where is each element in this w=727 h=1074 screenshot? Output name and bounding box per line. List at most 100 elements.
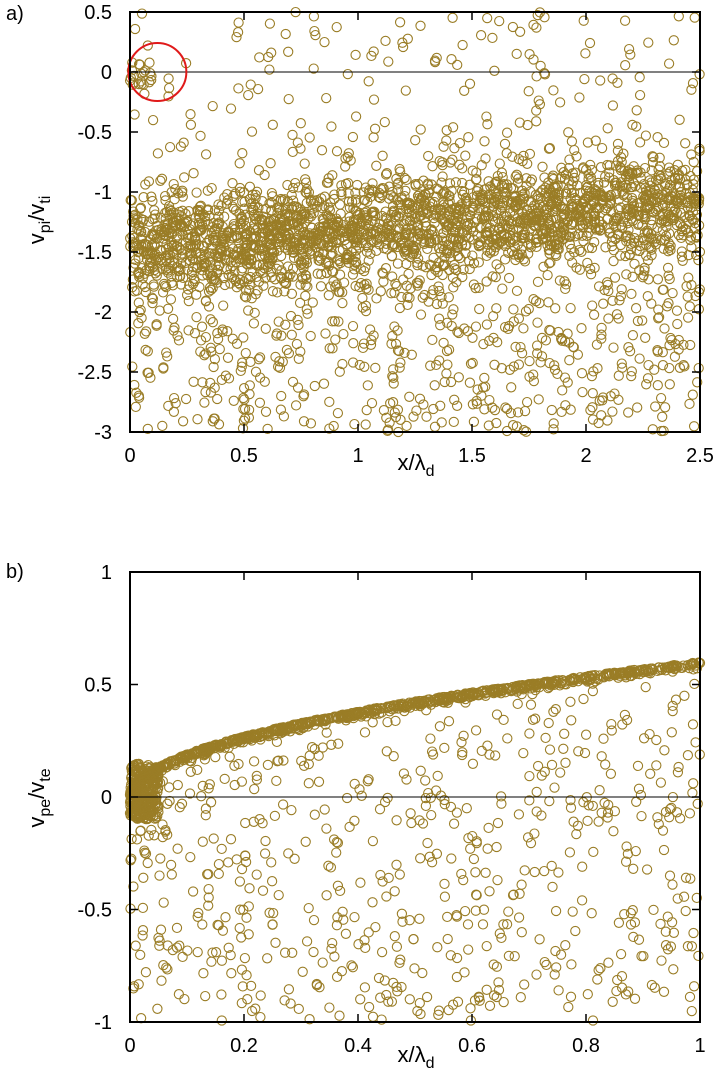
data-point — [482, 843, 493, 854]
data-point — [126, 779, 137, 790]
data-point — [293, 224, 305, 235]
data-point — [464, 232, 475, 243]
data-point — [377, 150, 388, 161]
data-point — [581, 202, 592, 213]
data-point — [545, 325, 556, 336]
data-point — [417, 229, 428, 240]
data-point — [559, 728, 570, 739]
data-point — [173, 989, 185, 1000]
data-point — [678, 891, 690, 902]
data-point — [438, 141, 449, 152]
data-point — [360, 182, 371, 193]
data-point — [686, 1005, 697, 1017]
data-point — [251, 186, 263, 197]
data-point — [503, 906, 514, 917]
data-point — [442, 933, 453, 945]
data-point — [214, 244, 225, 255]
data-point — [349, 418, 360, 430]
data-point — [579, 747, 591, 759]
data-point — [343, 148, 354, 159]
data-point — [223, 942, 234, 953]
data-point — [492, 170, 503, 182]
data-point — [228, 218, 239, 230]
data-point — [452, 996, 464, 1007]
data-point — [518, 191, 529, 202]
data-point — [133, 318, 144, 329]
data-point — [290, 400, 302, 411]
data-point — [571, 151, 582, 162]
data-point — [205, 284, 217, 296]
data-point — [609, 669, 620, 681]
data-point — [540, 732, 551, 744]
data-point — [478, 904, 490, 915]
data-point — [323, 177, 334, 188]
data-point — [480, 153, 491, 164]
data-point — [413, 278, 424, 289]
data-point — [243, 305, 254, 316]
data-point — [664, 273, 675, 285]
data-point — [389, 407, 400, 418]
data-point — [347, 357, 359, 368]
data-point — [399, 190, 410, 202]
data-point — [501, 919, 513, 930]
data-point — [459, 905, 471, 917]
data-point — [616, 284, 627, 295]
data-point — [248, 816, 259, 827]
data-point — [312, 195, 323, 206]
data-point — [495, 791, 507, 802]
data-point — [641, 379, 652, 390]
data-point — [559, 276, 570, 287]
data-point — [216, 955, 228, 966]
data-point — [229, 779, 240, 791]
data-point — [508, 304, 519, 315]
data-point — [303, 778, 314, 789]
data-point — [626, 288, 637, 300]
data-point — [421, 411, 432, 422]
data-point — [543, 717, 554, 729]
data-point — [165, 294, 177, 305]
data-point — [268, 213, 280, 225]
data-point — [684, 662, 695, 674]
data-point — [623, 43, 635, 55]
data-point — [684, 991, 696, 1003]
data-point — [295, 118, 306, 129]
data-point — [203, 868, 214, 880]
data-point — [324, 205, 336, 216]
data-point — [593, 417, 604, 429]
data-point — [667, 700, 678, 712]
data-point — [162, 798, 173, 809]
data-point — [380, 169, 392, 180]
data-point — [450, 177, 462, 188]
data-point — [363, 1001, 375, 1013]
data-point — [154, 870, 165, 881]
data-point — [146, 799, 157, 810]
data-point — [219, 279, 231, 291]
data-point — [402, 33, 413, 44]
data-point — [498, 178, 510, 190]
data-point — [585, 190, 596, 201]
data-point — [525, 699, 537, 710]
data-point — [128, 983, 139, 994]
data-point — [544, 744, 556, 755]
data-point — [665, 240, 676, 251]
data-point — [138, 192, 149, 203]
data-point — [549, 364, 561, 375]
data-point — [334, 366, 345, 377]
data-point — [187, 278, 199, 290]
data-point — [378, 276, 389, 287]
data-point — [166, 227, 177, 238]
data-point — [359, 361, 370, 372]
data-point — [136, 312, 147, 324]
data-point — [183, 206, 194, 217]
data-point — [286, 288, 298, 299]
data-point — [367, 1011, 379, 1022]
data-point — [652, 132, 663, 143]
data-point — [634, 666, 645, 677]
data-point — [197, 836, 208, 847]
data-point — [263, 258, 275, 269]
data-point — [674, 813, 686, 824]
data-point — [566, 136, 578, 147]
data-point — [674, 114, 685, 125]
data-point — [546, 404, 557, 416]
